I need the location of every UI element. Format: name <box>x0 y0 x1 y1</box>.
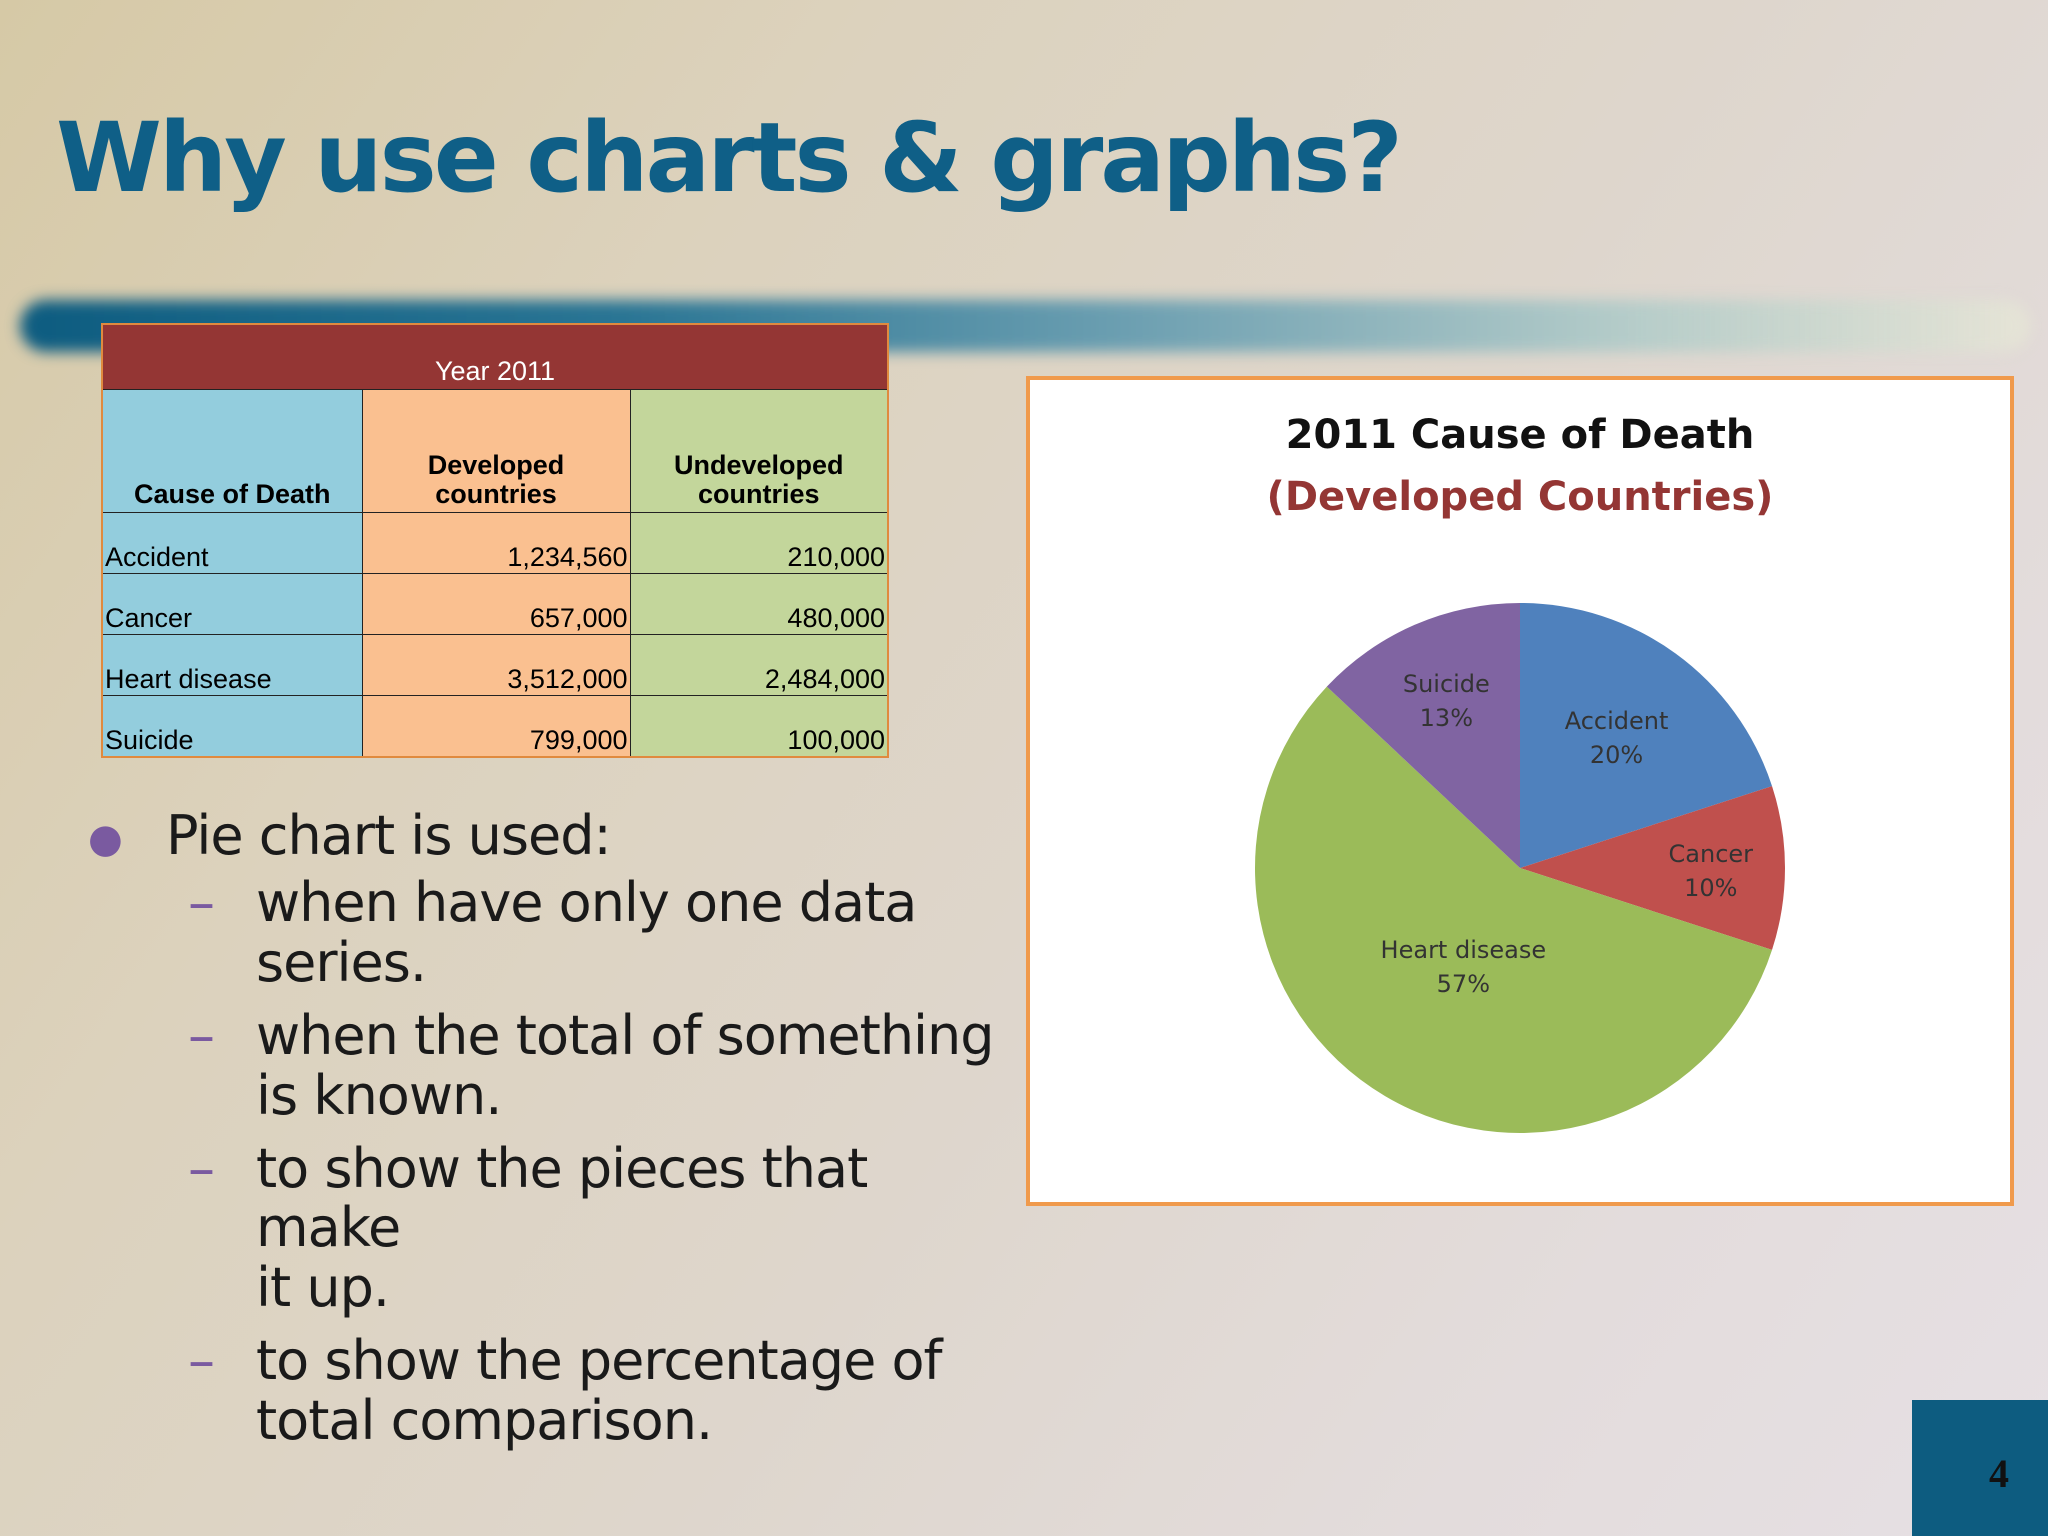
sub-bullet-list: – when have only one data series. – when… <box>86 873 1026 1450</box>
sub-bullet-line: to show the percentage of <box>256 1329 943 1393</box>
pie-slice-suicide <box>1326 603 1520 868</box>
sub-bullet-line: when the total of something <box>256 1004 995 1068</box>
page-number: 4 <box>1989 1451 2009 1496</box>
table-row: Accident 1,234,560 210,000 <box>101 512 889 574</box>
pie-chart-frame: 2011 Cause of Death (Developed Countries… <box>1026 376 2014 1206</box>
cell-undeveloped: 210,000 <box>629 512 889 574</box>
sub-bullet-line: series. <box>256 930 427 994</box>
pie-labels: Accident 20% Cancer 10% Heart disease 57% Suic… <box>1381 670 1754 998</box>
dash-icon: – <box>188 1329 215 1393</box>
sub-bullet-line: total comparison. <box>256 1388 713 1452</box>
main-bullet-text: Pie chart is used: <box>166 804 612 867</box>
chart-title: 2011 Cause of Death <box>1286 412 1755 458</box>
table-caption: Year 2011 <box>102 324 889 390</box>
cell-undeveloped: 100,000 <box>629 695 889 758</box>
pie-slice-label: Heart disease <box>1381 936 1547 964</box>
chart-subtitle: (Developed Countries) <box>1267 474 1774 520</box>
pie-slices <box>1255 603 1785 1133</box>
main-bullet: ● Pie chart is used: <box>86 806 1026 865</box>
bullet-dot-icon: ● <box>88 816 123 862</box>
pie-slice-value-label: 20% <box>1590 741 1643 769</box>
header-cause: Cause of Death <box>101 389 363 513</box>
table-row: Suicide 799,000 100,000 <box>101 695 889 758</box>
cell-cause: Heart disease <box>101 634 363 696</box>
sub-bullet: – to show the pieces that make it up. <box>86 1139 1026 1317</box>
cell-cause: Cancer <box>101 573 363 635</box>
table-caption-row: Year 2011 <box>102 324 889 390</box>
sub-bullet: – to show the percentage of total compar… <box>86 1331 1026 1450</box>
cell-cause: Accident <box>101 512 363 574</box>
table-row: Heart disease 3,512,000 2,484,000 <box>101 634 889 696</box>
cell-developed: 657,000 <box>361 573 631 635</box>
pie-slice-value-label: 10% <box>1684 874 1737 902</box>
cell-undeveloped: 480,000 <box>629 573 889 635</box>
dash-icon: – <box>188 1136 215 1200</box>
sub-bullet: – when have only one data series. <box>86 873 1026 992</box>
page-number-box: 4 <box>1912 1400 2048 1536</box>
pie-slice-heart-disease <box>1255 686 1773 1133</box>
cell-developed: 799,000 <box>361 695 631 758</box>
table-row: Cancer 657,000 480,000 <box>101 573 889 635</box>
cell-developed: 3,512,000 <box>361 634 631 696</box>
pie-slice-value-label: 57% <box>1437 970 1490 998</box>
pie-slice-cancer <box>1520 786 1785 950</box>
pie-slice-label: Cancer <box>1669 840 1754 868</box>
sub-bullet-line: it up. <box>256 1255 390 1319</box>
cell-undeveloped: 2,484,000 <box>629 634 889 696</box>
table-header-row: Cause of Death Developed countries Undev… <box>101 389 889 513</box>
pie-slice-label: Suicide <box>1403 670 1490 698</box>
pie-slice-accident <box>1520 603 1773 868</box>
dash-icon: – <box>188 871 215 935</box>
sub-bullet-line: when have only one data <box>256 871 917 935</box>
cause-of-death-table: Year 2011 Cause of Death Developed count… <box>101 323 890 758</box>
slide-title: Why use charts & graphs? <box>56 102 1403 214</box>
header-undeveloped: Undeveloped countries <box>629 389 889 513</box>
cell-developed: 1,234,560 <box>361 512 631 574</box>
sub-bullet-line: is known. <box>256 1063 502 1127</box>
bullet-list: ● Pie chart is used: – when have only on… <box>86 806 1026 1464</box>
sub-bullet-line: to show the pieces that make <box>256 1136 868 1260</box>
header-developed: Developed countries <box>361 389 631 513</box>
sub-bullet: – when the total of something is known. <box>86 1006 1026 1125</box>
cell-cause: Suicide <box>101 695 363 758</box>
dash-icon: – <box>188 1004 215 1068</box>
pie-slice-value-label: 13% <box>1420 704 1473 732</box>
pie-slice-label: Accident <box>1565 707 1669 735</box>
pie-chart: 2011 Cause of Death (Developed Countries… <box>1255 412 1785 1133</box>
